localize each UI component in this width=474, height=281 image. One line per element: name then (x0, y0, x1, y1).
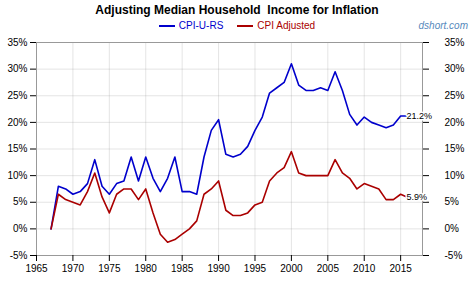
svg-text:20%: 20% (7, 117, 27, 128)
svg-text:10%: 10% (445, 170, 465, 181)
svg-text:1985: 1985 (171, 263, 194, 274)
svg-text:35%: 35% (445, 37, 465, 48)
svg-text:25%: 25% (7, 90, 27, 101)
svg-text:1980: 1980 (135, 263, 158, 274)
svg-text:30%: 30% (7, 63, 27, 74)
svg-text:20%: 20% (445, 117, 465, 128)
svg-text:0%: 0% (13, 223, 28, 234)
svg-text:30%: 30% (445, 63, 465, 74)
svg-text:-5%: -5% (445, 250, 463, 261)
svg-text:2010: 2010 (353, 263, 376, 274)
svg-text:2000: 2000 (280, 263, 303, 274)
svg-text:15%: 15% (445, 143, 465, 154)
svg-text:-5%: -5% (10, 250, 28, 261)
svg-text:1975: 1975 (98, 263, 121, 274)
svg-text:2005: 2005 (317, 263, 340, 274)
svg-text:5.9%: 5.9% (406, 192, 427, 202)
svg-text:1995: 1995 (244, 263, 267, 274)
svg-text:2015: 2015 (390, 263, 413, 274)
svg-text:0%: 0% (445, 223, 460, 234)
svg-text:21.2%: 21.2% (406, 111, 432, 121)
html-text:CPI-U-RS: CPI-U-RS (178, 20, 224, 31)
svg-text:15%: 15% (7, 143, 27, 154)
svg-text:35%: 35% (7, 37, 27, 48)
svg-text:25%: 25% (445, 90, 465, 101)
svg-text:5%: 5% (445, 196, 460, 207)
html-text:dshort.com: dshort.com (418, 20, 468, 31)
svg-text:1970: 1970 (62, 263, 85, 274)
svg-text:10%: 10% (7, 170, 27, 181)
html-text:CPI Adjusted: CPI Adjusted (257, 20, 316, 31)
svg-text:5%: 5% (13, 196, 28, 207)
svg-text:1990: 1990 (207, 263, 230, 274)
svg-text:1965: 1965 (25, 263, 48, 274)
html-text:Adjusting Median Household Inc: Adjusting Median Household Income for In… (95, 3, 379, 17)
